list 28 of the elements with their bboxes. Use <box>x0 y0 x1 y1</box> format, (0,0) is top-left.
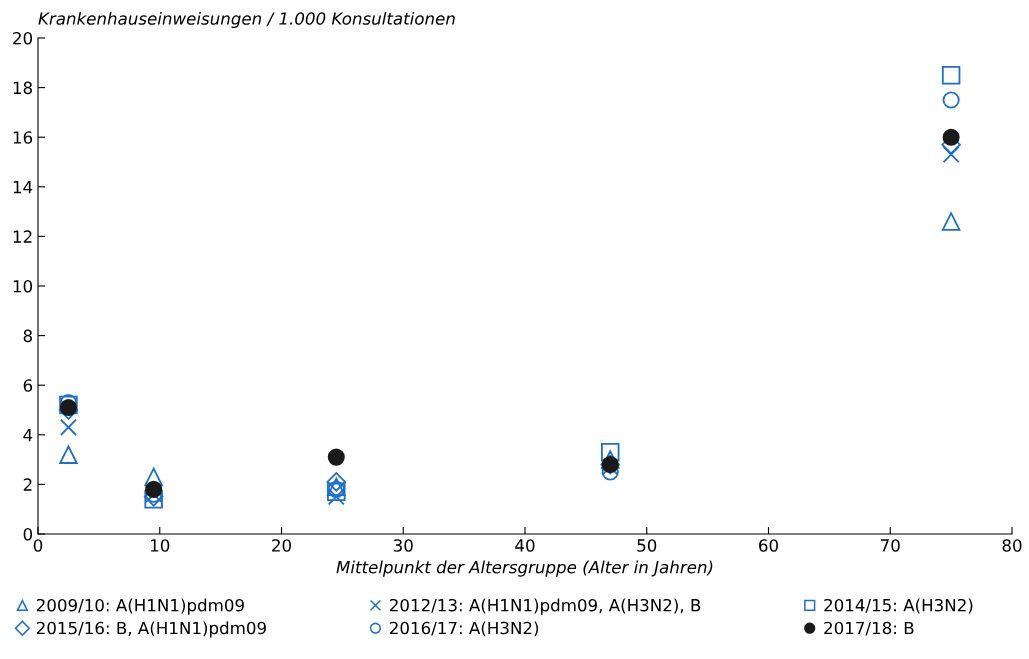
x-tick-label: 80 <box>1002 539 1022 552</box>
x-axis-title: Mittelpunkt der Altersgruppe (Alter in Jahren) <box>336 560 713 577</box>
y-tick-label: 20 <box>13 31 33 45</box>
legend-label: 2017/18: B <box>824 621 914 636</box>
y-tick-label: 18 <box>13 81 32 95</box>
y-tick-label: 14 <box>13 180 33 194</box>
y-tick-label: 0 <box>23 527 33 541</box>
x-tick-label: 30 <box>393 539 413 552</box>
y-tick-label: 12 <box>13 230 32 243</box>
x-tick-label: 20 <box>272 539 291 552</box>
x-tick-label: 60 <box>759 539 778 552</box>
legend-label: 2012/13: A(H1N1)pdm09, A(H3N2), B <box>390 598 701 615</box>
legend-label: 2014/15: A(H3N2) <box>824 598 973 614</box>
x-tick-label: 40 <box>515 539 535 552</box>
x-tick-label: 10 <box>150 539 170 552</box>
y-tick-label: 8 <box>23 329 32 343</box>
y-tick-label: 4 <box>23 428 33 442</box>
x-tick-label: 0 <box>33 539 43 552</box>
y-tick-label: 16 <box>13 131 33 144</box>
x-tick-label: 50 <box>637 539 657 552</box>
y-tick-label: 10 <box>13 279 33 293</box>
x-tick-label: 70 <box>881 539 900 552</box>
y-tick-label: 2 <box>23 478 32 491</box>
legend-label: 2015/16: B, A(H1N1)pdm09 <box>36 621 266 638</box>
y-tick-label: 6 <box>23 379 33 392</box>
legend-label: 2009/10: A(H1N1)pdm09 <box>36 598 244 615</box>
y-axis-title: Krankenhauseinweisungen / 1.000 Konsultationen <box>38 11 455 29</box>
legend-label: 2016/17: A(H3N2) <box>390 621 539 637</box>
